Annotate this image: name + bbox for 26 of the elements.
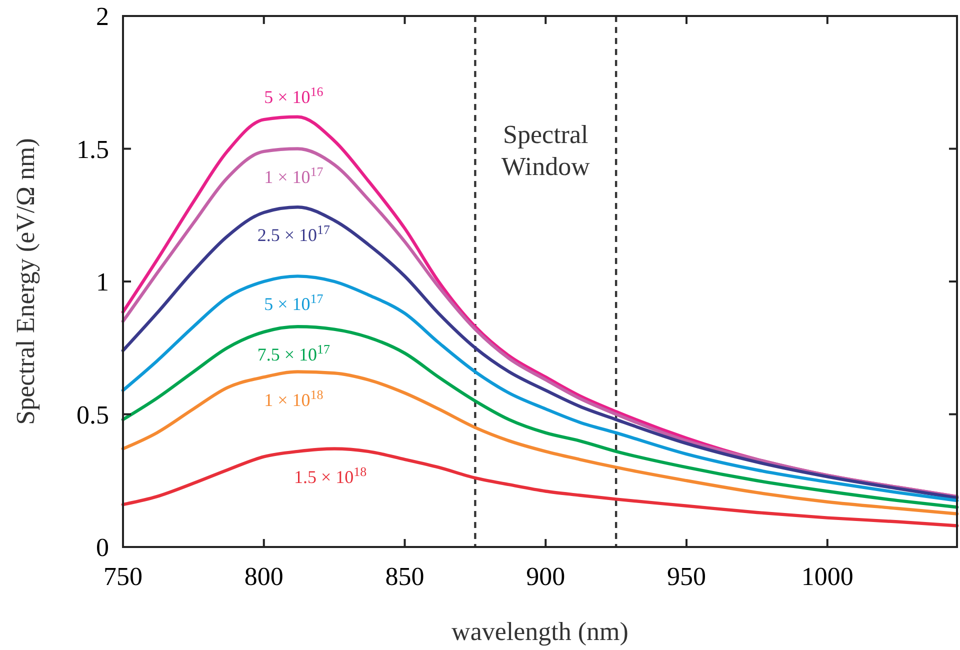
line-series [121,274,959,502]
series-label: 5 × 10$^{16}$ [264,83,324,107]
y-tick-label: 2 [96,2,109,32]
series-label: 1.5 × 10$^{18}$ [294,463,367,487]
annotation: Spectral Window [501,120,590,181]
x-axis-title: wavelength (nm) [452,617,628,646]
series-label: 7.5 × 10$^{17}$ [257,341,331,365]
y-tick-label: 1.5 [76,134,109,164]
line-series [121,206,959,500]
x-tick-label: 900 [526,562,566,591]
y-tick-label: 0 [96,533,109,562]
line-series [121,370,959,516]
y-tick-label: 1 [96,268,109,297]
series-label: 1 × 10$^{17}$ [264,163,324,187]
x-tick-label: 750 [104,562,142,591]
y-axis-title: Spectral Energy (eV/Ω nm) [11,138,40,425]
x-tick-label: 800 [244,562,284,591]
line-series [121,325,959,509]
x-tick-label: 1000 [801,562,854,591]
x-tick-label: 850 [385,562,424,591]
series-label: 1 × 10$^{18}$ [264,386,324,410]
x-tick-label: 950 [667,562,706,591]
line-series [121,447,959,528]
series-label: 5 × 10$^{17}$ [264,290,324,314]
series-label: 2.5 × 10$^{17}$ [257,222,331,246]
y-tick-label: 0.5 [76,400,109,430]
